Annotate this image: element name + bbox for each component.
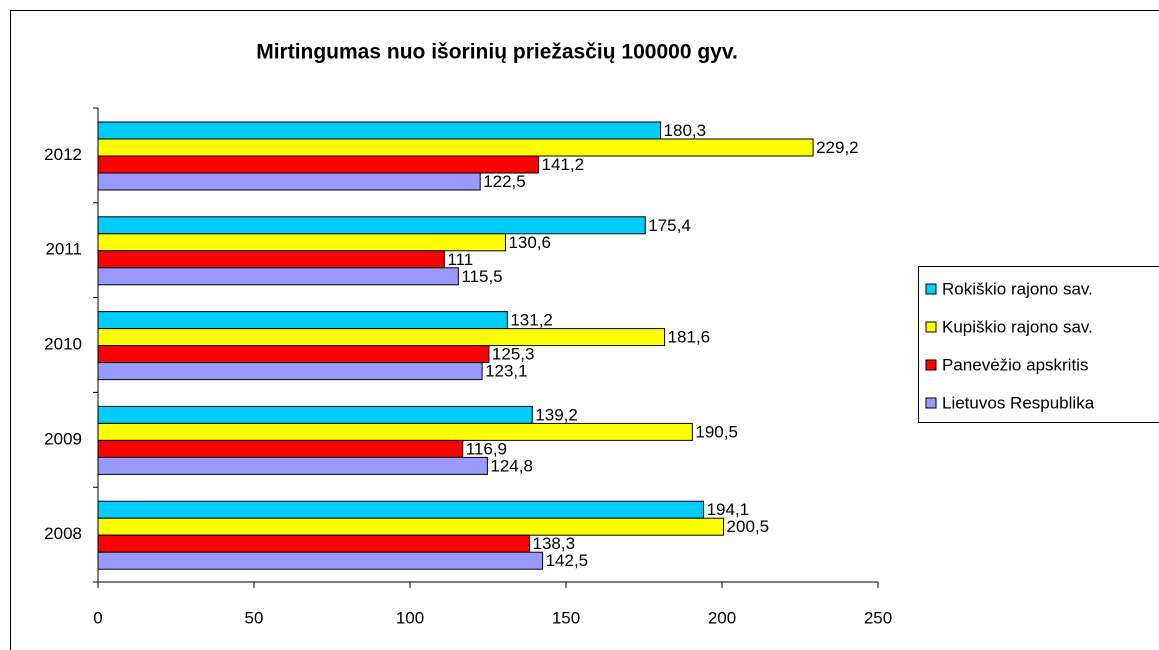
data-label: 181,6	[668, 328, 711, 347]
bar	[97, 172, 481, 191]
data-label: 142,5	[546, 551, 589, 570]
data-label: 190,5	[695, 422, 738, 441]
x-tick-label: 50	[245, 608, 264, 627]
x-tick-label: 0	[93, 608, 102, 627]
bar	[97, 405, 533, 424]
legend-label: Kupiškio rajono sav.	[942, 317, 1093, 336]
bar	[97, 328, 666, 347]
data-label: 123,1	[485, 362, 528, 381]
legend-swatch	[925, 283, 937, 295]
x-tick-label: 200	[708, 608, 736, 627]
bar	[97, 345, 490, 364]
chart-title: Mirtingumas nuo išorinių priežasčių 1000…	[256, 41, 738, 64]
data-label: 138,3	[532, 534, 575, 553]
bar	[97, 138, 814, 157]
y-tick-label: 2008	[44, 524, 82, 543]
data-label: 229,2	[816, 138, 859, 157]
bar	[97, 250, 445, 269]
legend-label: Lietuvos Respublika	[942, 393, 1095, 412]
x-tick-label: 250	[864, 608, 892, 627]
bar	[97, 362, 483, 381]
data-label: 180,3	[664, 121, 707, 140]
bar	[97, 422, 693, 441]
bar	[97, 500, 705, 519]
x-tick-label: 150	[552, 608, 580, 627]
bar	[97, 517, 725, 536]
y-tick-label: 2009	[44, 429, 82, 448]
bar	[97, 155, 540, 174]
data-label: 111	[447, 250, 473, 269]
bar	[97, 551, 544, 570]
data-label: 175,4	[648, 216, 691, 235]
legend-swatch	[925, 397, 937, 409]
data-label: 194,1	[707, 500, 750, 519]
legend-label: Rokiškio rajono sav.	[942, 279, 1093, 298]
data-label: 116,9	[466, 439, 507, 458]
legend-swatch	[925, 321, 937, 333]
y-tick-label: 2011	[45, 240, 82, 259]
legend-swatch	[925, 359, 937, 371]
bar	[97, 233, 506, 252]
y-tick-label: 2010	[44, 334, 82, 353]
bar	[97, 216, 646, 235]
data-label: 122,5	[483, 172, 526, 191]
bar	[97, 311, 508, 330]
data-label: 115,5	[461, 267, 502, 286]
data-label: 141,2	[542, 155, 585, 174]
legend-box	[918, 266, 1159, 423]
data-label: 139,2	[535, 405, 578, 424]
data-label: 124,8	[490, 456, 533, 475]
data-label: 131,2	[510, 311, 553, 330]
bar	[97, 121, 662, 140]
y-tick-label: 2012	[44, 145, 82, 164]
data-label: 130,6	[508, 233, 551, 252]
bar	[97, 534, 530, 553]
x-tick-label: 100	[396, 608, 424, 627]
bar	[97, 456, 488, 475]
data-label: 200,5	[727, 517, 770, 536]
legend-label: Panevėžio apskritis	[942, 355, 1088, 374]
bar	[97, 267, 459, 286]
data-label: 125,3	[492, 345, 535, 364]
bar	[97, 439, 464, 458]
